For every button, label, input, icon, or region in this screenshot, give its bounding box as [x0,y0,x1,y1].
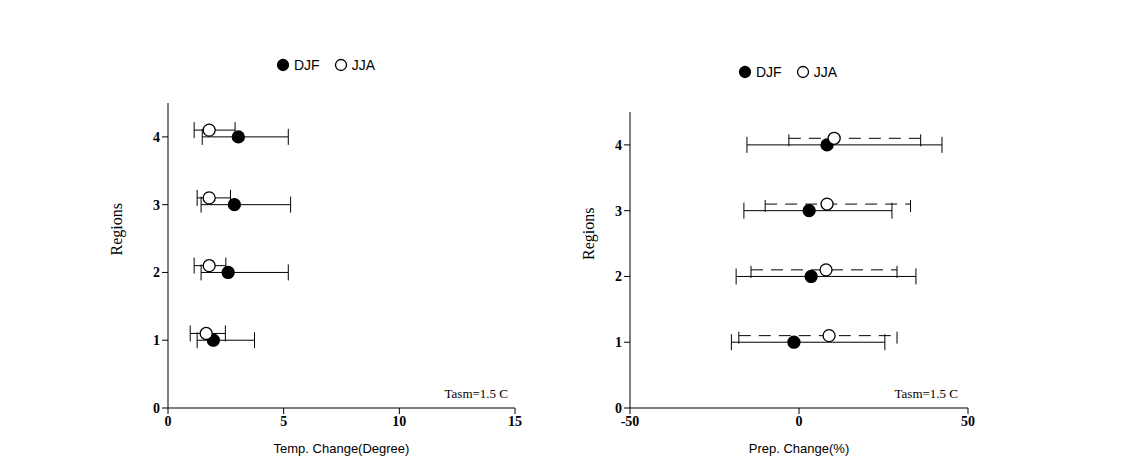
svg-text:2: 2 [153,265,160,280]
html-text:Tasm=1.5 C: Tasm=1.5 C [444,386,508,401]
svg-text:15: 15 [508,414,522,429]
svg-text:0: 0 [165,414,172,429]
svg-text:10: 10 [392,414,406,429]
svg-text:2: 2 [615,269,622,284]
html-text:JJA: JJA [351,57,375,74]
svg-text:3: 3 [615,204,622,219]
svg-text:3: 3 [153,198,160,213]
svg-text:50: 50 [961,414,975,429]
svg-text:4: 4 [153,130,160,145]
svg-text:-50: -50 [621,414,640,429]
html-text:DJF: DJF [756,64,782,81]
svg-text:5: 5 [280,414,287,429]
svg-text:4: 4 [615,138,622,153]
svg-text:1: 1 [153,333,160,348]
html-text:JJA: JJA [813,64,837,81]
svg-text:0: 0 [796,414,803,429]
svg-text:0: 0 [153,401,160,416]
html-text:Tasm=1.5 C: Tasm=1.5 C [894,386,958,401]
html-text:DJF: DJF [294,57,320,74]
svg-text:Regions: Regions [108,203,126,255]
svg-text:0: 0 [615,401,622,416]
svg-text:Regions: Regions [580,208,598,260]
svg-text:Temp. Change(Degree): Temp. Change(Degree) [274,441,410,456]
svg-text:Prep. Change(%): Prep. Change(%) [749,441,849,456]
svg-text:1: 1 [615,335,622,350]
